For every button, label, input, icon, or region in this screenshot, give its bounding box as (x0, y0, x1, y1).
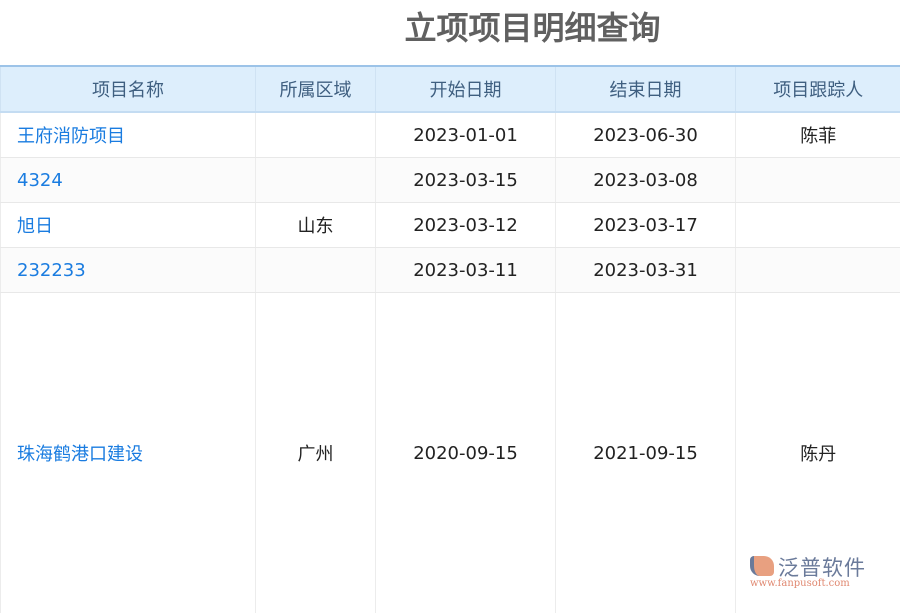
project-name-link[interactable]: 232233 (1, 248, 256, 293)
region-cell: 广州 (256, 293, 376, 613)
end-date-cell: 2023-03-08 (556, 158, 736, 203)
col-header-tracker[interactable]: 项目跟踪人 (736, 66, 900, 112)
start-date-cell: 2023-03-15 (376, 158, 556, 203)
start-date-cell: 2023-03-12 (376, 203, 556, 248)
project-name-link[interactable]: 旭日 (1, 203, 256, 248)
col-header-name[interactable]: 项目名称 (1, 66, 256, 112)
end-date-cell: 2023-06-30 (556, 112, 736, 158)
project-name-link[interactable]: 4324 (1, 158, 256, 203)
logo-url: www.fanpusoft.com (750, 578, 850, 589)
region-cell (256, 248, 376, 293)
col-header-region[interactable]: 所属区域 (256, 66, 376, 112)
tracker-cell (736, 158, 900, 203)
end-date-cell: 2023-03-17 (556, 203, 736, 248)
tracker-cell (736, 248, 900, 293)
page-title: 立项项目明细查询 (0, 8, 900, 48)
start-date-cell: 2023-01-01 (376, 112, 556, 158)
start-date-cell: 2020-09-15 (376, 293, 556, 613)
col-header-end[interactable]: 结束日期 (556, 66, 736, 112)
project-name-link[interactable]: 王府消防项目 (1, 112, 256, 158)
project-name-link[interactable]: 珠海鹤港口建设 (1, 293, 256, 613)
tracker-cell (736, 203, 900, 248)
col-header-start[interactable]: 开始日期 (376, 66, 556, 112)
tracker-cell: 陈菲 (736, 112, 900, 158)
region-cell: 山东 (256, 203, 376, 248)
project-table: 项目名称 所属区域 开始日期 结束日期 项目跟踪人 王府消防项目 2023-01-… (0, 65, 900, 613)
region-cell (256, 112, 376, 158)
start-date-cell: 2023-03-11 (376, 248, 556, 293)
table-header: 项目名称 所属区域 开始日期 结束日期 项目跟踪人 (1, 66, 900, 112)
region-cell (256, 158, 376, 203)
fanpu-logo: 泛普软件 www.fanpusoft.com (750, 552, 890, 588)
end-date-cell: 2021-09-15 (556, 293, 736, 613)
logo-mark-icon (750, 556, 774, 576)
end-date-cell: 2023-03-31 (556, 248, 736, 293)
